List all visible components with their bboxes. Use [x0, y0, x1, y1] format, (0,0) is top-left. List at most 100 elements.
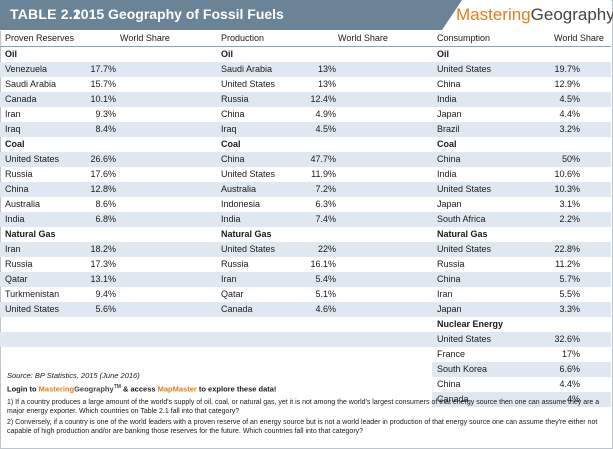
empty-row [216, 347, 432, 362]
table-row: Saudi Arabia 13% [216, 62, 432, 77]
country-name: Qatar [221, 289, 244, 299]
country-name: Saudi Arabia [221, 64, 273, 74]
country-name: Russia [5, 169, 33, 179]
world-share-value: 2.2% [559, 214, 580, 224]
world-share-value: 6.8% [95, 214, 116, 224]
question-1: 1) If a country produces a large amount … [7, 399, 600, 415]
category-row: Natural Gas [0, 227, 216, 242]
share-header: World Share [338, 33, 388, 43]
category-label: Nuclear Energy [437, 319, 504, 329]
country-name: South Korea [437, 364, 488, 374]
world-share-value: 13% [317, 64, 336, 74]
country-name: United States [5, 154, 60, 164]
table-row: India 4.5% [432, 92, 611, 107]
world-share-value: 5.6% [95, 304, 116, 314]
world-share-value: 4.9% [315, 109, 336, 119]
table-row: France 17% [432, 347, 611, 362]
world-share-value: 4.4% [559, 109, 580, 119]
table-row: Iran 5.4% [216, 272, 432, 287]
country-name: Australia [221, 184, 257, 194]
world-share-value: 3.3% [559, 304, 580, 314]
country-name: Russia [5, 259, 33, 269]
table-row: Iran 18.2% [0, 242, 216, 257]
table-row: Russia 11.2% [432, 257, 611, 272]
category-row: Oil [216, 47, 432, 62]
country-name: Qatar [5, 274, 28, 284]
column-header-1: Production World Share [216, 31, 432, 47]
table-row: Iran 5.5% [432, 287, 611, 302]
table-row: Canada 4% [432, 392, 611, 407]
table-row: United States 5.6% [0, 302, 216, 317]
world-share-value: 32.6% [554, 334, 580, 344]
login-brand2[interactable]: Geography [74, 384, 114, 394]
table-row: Russia 17.6% [0, 167, 216, 182]
login-mark: TM [113, 384, 121, 390]
table-row: United States 11.9% [216, 167, 432, 182]
empty-row [216, 317, 432, 332]
country-name: United States [437, 244, 492, 254]
table-row: Japan 3.3% [432, 302, 611, 317]
country-name: Iran [221, 274, 237, 284]
share-header: World Share [554, 33, 604, 43]
world-share-value: 17.6% [90, 169, 116, 179]
country-name: Venezuela [5, 64, 48, 74]
source-note: Source: BP Statistics, 2015 (June 2016) [7, 371, 140, 380]
country-name: Iran [5, 109, 21, 119]
country-name: Turkmenistan [5, 289, 60, 299]
world-share-value: 6.3% [315, 199, 336, 209]
country-name: China [437, 274, 461, 284]
world-share-value: 4% [566, 394, 580, 404]
world-share-value: 4.5% [559, 94, 580, 104]
category-row: Coal [432, 137, 611, 152]
category-label: Natural Gas [5, 229, 56, 239]
world-share-value: 15.7% [90, 79, 116, 89]
table-row: South Korea 6.6% [432, 362, 611, 377]
world-share-value: 9.3% [95, 109, 116, 119]
table-row: India 6.8% [0, 212, 216, 227]
brand-part1: Mastering [456, 5, 531, 24]
column-title: Proven Reserves [5, 33, 75, 43]
table-row: China 12.9% [432, 77, 611, 92]
mapmaster-link[interactable]: MapMaster [157, 384, 197, 394]
world-share-value: 4.6% [315, 304, 336, 314]
table-row: Iraq 4.5% [216, 122, 432, 137]
table-row: South Africa 2.2% [432, 212, 611, 227]
country-name: United States [437, 184, 492, 194]
category-label: Coal [221, 139, 241, 149]
table-row: China 47.7% [216, 152, 432, 167]
country-name: China [5, 184, 29, 194]
world-share-value: 12.9% [554, 79, 580, 89]
world-share-value: 19.7% [554, 64, 580, 74]
empty-row [0, 332, 216, 347]
country-name: France [437, 349, 466, 359]
brand-logo: MasteringGeographyTM [456, 5, 613, 25]
country-name: Saudi Arabia [5, 79, 57, 89]
table-row: China 12.8% [0, 182, 216, 197]
world-share-value: 22.8% [554, 244, 580, 254]
world-share-value: 18.2% [90, 244, 116, 254]
world-share-value: 10.3% [554, 184, 580, 194]
world-share-value: 3.1% [559, 199, 580, 209]
world-share-value: 17.7% [90, 64, 116, 74]
world-share-value: 50% [561, 154, 580, 164]
column-header-0: Proven Reserves World Share [0, 31, 216, 47]
category-label: Oil [5, 49, 18, 59]
table-row: Russia 17.3% [0, 257, 216, 272]
table-row: China 50% [432, 152, 611, 167]
table-row: United States 26.6% [0, 152, 216, 167]
world-share-value: 5.1% [315, 289, 336, 299]
login-brand1[interactable]: Mastering [38, 384, 75, 394]
country-name: Canada [437, 394, 469, 404]
country-name: India [437, 94, 457, 104]
category-row: Oil [432, 47, 611, 62]
category-label: Coal [5, 139, 25, 149]
table-row: United States 32.6% [432, 332, 611, 347]
world-share-value: 10.6% [554, 169, 580, 179]
world-share-value: 13% [317, 79, 336, 89]
table-row: India 10.6% [432, 167, 611, 182]
country-name: China [221, 154, 245, 164]
table-row: United States 13% [216, 77, 432, 92]
column-title: Consumption [437, 33, 491, 43]
table-row: Venezuela 17.7% [0, 62, 216, 77]
world-share-value: 17% [561, 349, 580, 359]
